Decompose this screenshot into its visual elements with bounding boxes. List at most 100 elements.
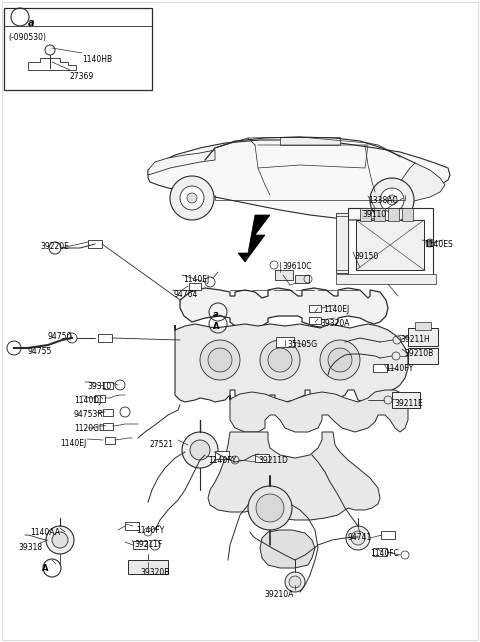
- Circle shape: [120, 407, 130, 417]
- Bar: [88, 240, 102, 248]
- Bar: [275, 270, 293, 280]
- Bar: [4, 8, 152, 90]
- Circle shape: [256, 494, 284, 522]
- Bar: [336, 274, 436, 284]
- Bar: [402, 208, 413, 221]
- Bar: [392, 392, 420, 408]
- Text: 94755: 94755: [28, 347, 52, 356]
- Circle shape: [289, 576, 301, 588]
- Text: 27369: 27369: [70, 72, 94, 81]
- Bar: [373, 364, 387, 372]
- Circle shape: [7, 341, 21, 355]
- Circle shape: [49, 242, 61, 254]
- Text: 27521: 27521: [150, 440, 174, 449]
- Text: 1338AC: 1338AC: [368, 196, 397, 205]
- Bar: [276, 337, 294, 347]
- Text: 1140FY: 1140FY: [136, 526, 164, 535]
- Circle shape: [170, 176, 214, 220]
- Bar: [105, 437, 115, 444]
- Polygon shape: [180, 288, 388, 328]
- Bar: [356, 220, 424, 270]
- Circle shape: [200, 340, 240, 380]
- Text: 1140EJ: 1140EJ: [60, 439, 86, 448]
- Text: 1140ES: 1140ES: [424, 240, 453, 249]
- Bar: [255, 454, 269, 462]
- Text: A: A: [42, 564, 48, 573]
- Bar: [336, 213, 348, 273]
- Text: 1140AA: 1140AA: [30, 528, 60, 537]
- Text: 39320A: 39320A: [320, 319, 349, 328]
- Polygon shape: [148, 150, 215, 175]
- Bar: [103, 408, 113, 415]
- Text: 1120GL: 1120GL: [74, 424, 103, 433]
- Text: 39210A: 39210A: [264, 590, 293, 599]
- Polygon shape: [260, 530, 315, 568]
- Text: 39211F: 39211F: [134, 540, 162, 549]
- Circle shape: [182, 432, 218, 468]
- Circle shape: [208, 348, 232, 372]
- Bar: [215, 451, 229, 459]
- Bar: [103, 381, 113, 388]
- Circle shape: [205, 277, 215, 287]
- Circle shape: [115, 380, 125, 390]
- Circle shape: [328, 348, 352, 372]
- Circle shape: [52, 532, 68, 548]
- Text: 39220E: 39220E: [40, 242, 69, 251]
- Bar: [133, 541, 147, 549]
- Circle shape: [346, 526, 370, 550]
- Polygon shape: [238, 215, 270, 262]
- Polygon shape: [175, 324, 408, 404]
- Text: A: A: [213, 322, 219, 331]
- Text: 1140FC: 1140FC: [370, 549, 399, 558]
- Circle shape: [190, 440, 210, 460]
- Circle shape: [67, 333, 77, 343]
- Text: 94764: 94764: [174, 290, 198, 299]
- Text: 1140FY: 1140FY: [208, 456, 236, 465]
- Bar: [128, 560, 168, 574]
- Text: 39110: 39110: [362, 210, 386, 219]
- Text: a: a: [213, 310, 218, 319]
- Text: 1140HB: 1140HB: [82, 55, 112, 64]
- Text: 39610C: 39610C: [282, 262, 312, 271]
- Text: 39211H: 39211H: [400, 335, 430, 344]
- Circle shape: [187, 193, 197, 203]
- Circle shape: [180, 186, 204, 210]
- Polygon shape: [148, 140, 450, 220]
- Bar: [388, 208, 399, 221]
- Text: (-090530): (-090530): [8, 33, 46, 42]
- Circle shape: [370, 178, 414, 222]
- Text: 94753R: 94753R: [74, 410, 104, 419]
- Circle shape: [248, 486, 292, 530]
- Text: 39320B: 39320B: [140, 568, 169, 577]
- Text: 35105G: 35105G: [287, 340, 317, 349]
- Bar: [98, 334, 112, 342]
- Bar: [125, 522, 139, 530]
- Circle shape: [380, 188, 404, 212]
- Text: 39211D: 39211D: [258, 456, 288, 465]
- Bar: [95, 394, 105, 401]
- Text: 94750: 94750: [48, 332, 72, 341]
- Circle shape: [268, 348, 292, 372]
- Polygon shape: [230, 390, 408, 432]
- Text: 39150: 39150: [354, 252, 378, 261]
- Polygon shape: [28, 58, 76, 70]
- Circle shape: [285, 572, 305, 592]
- Bar: [360, 208, 371, 221]
- Text: 1140EJ: 1140EJ: [183, 275, 209, 284]
- Bar: [373, 548, 387, 556]
- Circle shape: [387, 195, 397, 205]
- Polygon shape: [208, 432, 380, 520]
- Circle shape: [150, 540, 160, 550]
- Bar: [408, 348, 438, 364]
- Bar: [189, 282, 201, 290]
- Circle shape: [426, 239, 434, 247]
- Text: a: a: [28, 18, 35, 28]
- Bar: [295, 275, 309, 283]
- Bar: [415, 322, 431, 330]
- Text: 39310: 39310: [87, 382, 111, 391]
- Circle shape: [260, 340, 300, 380]
- Text: 1140EJ: 1140EJ: [323, 305, 349, 314]
- Text: 39210B: 39210B: [404, 349, 433, 358]
- Text: 39211E: 39211E: [394, 399, 423, 408]
- Bar: [103, 422, 113, 429]
